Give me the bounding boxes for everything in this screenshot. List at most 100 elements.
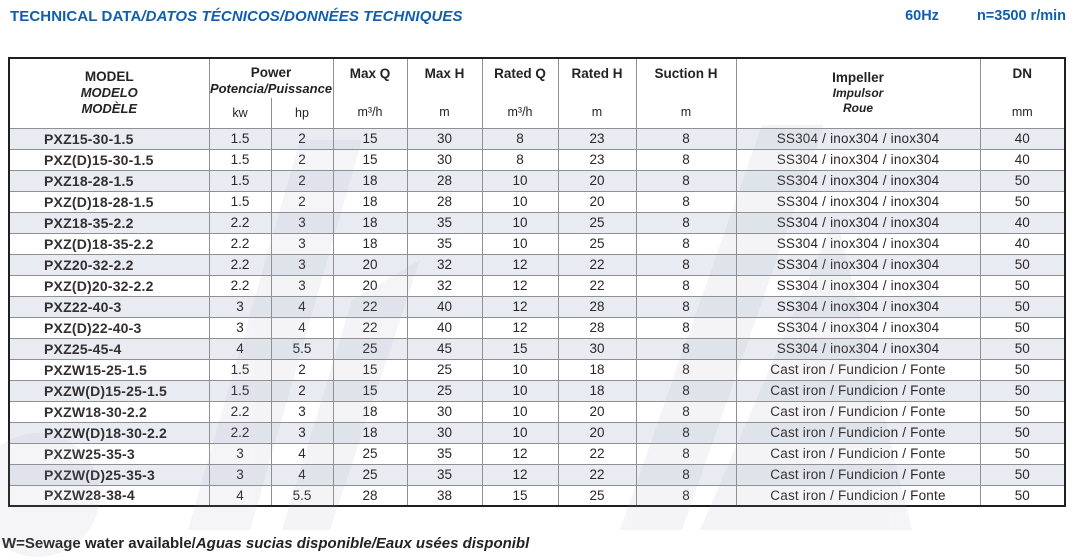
cell-max-q: 15 [332, 379, 408, 402]
cell-model: PXZ20-32-2.2 [8, 253, 210, 276]
cell-dn: 50 [979, 358, 1066, 381]
cell-model: PXZW(D)15-25-1.5 [8, 379, 210, 402]
cell-rated-q: 12 [481, 316, 559, 339]
cell-suction-h: 8 [635, 379, 737, 402]
cell-max-h: 32 [406, 253, 483, 276]
cell-kw: 1.5 [208, 169, 272, 192]
technical-data-table: MODEL MODELO MODÈLE Power Potencia/Puiss… [8, 57, 1066, 507]
cell-max-h: 38 [406, 484, 483, 507]
col-header-max-q: Max Q m³/h [332, 57, 408, 129]
spec-labels: 60Hz n=3500 r/min [905, 8, 1068, 24]
cell-suction-h: 8 [635, 274, 737, 297]
cell-impeller: SS304 / inox304 / inox304 [735, 253, 981, 276]
table-row: PXZ25-45-4 4 5.5 25 45 15 30 8 SS304 / inox304 /… [8, 337, 1066, 360]
impeller-header-es: Impulsor [832, 86, 884, 101]
cell-rated-q: 12 [481, 463, 559, 486]
cell-dn: 50 [979, 295, 1066, 318]
table-row: PXZ20-32-2.2 2.2 3 20 32 12 22 8 SS304 / inox304… [8, 253, 1066, 276]
cell-dn: 50 [979, 337, 1066, 360]
cell-rated-q: 15 [481, 484, 559, 507]
cell-rated-h: 28 [557, 316, 637, 339]
cell-max-h: 35 [406, 442, 483, 465]
cell-suction-h: 8 [635, 253, 737, 276]
cell-dn: 50 [979, 379, 1066, 402]
cell-dn: 50 [979, 400, 1066, 423]
cell-model: PXZW(D)25-35-3 [8, 463, 210, 486]
model-header-es: MODELO [80, 85, 138, 101]
footnote-main: W=Sewage water available/ [2, 535, 196, 552]
cell-model: PXZW18-30-2.2 [8, 400, 210, 423]
technical-data-table-wrap: MODEL MODELO MODÈLE Power Potencia/Puiss… [8, 57, 1066, 507]
cell-hp: 3 [270, 253, 334, 276]
cell-rated-q: 10 [481, 169, 559, 192]
cell-kw: 2.2 [208, 211, 272, 234]
cell-suction-h: 8 [635, 463, 737, 486]
cell-model: PXZ(D)20-32-2.2 [8, 274, 210, 297]
cell-kw: 2.2 [208, 253, 272, 276]
table-row: PXZ(D)22-40-3 3 4 22 40 12 28 8 SS304 / inox304 … [8, 316, 1066, 339]
cell-hp: 3 [270, 421, 334, 444]
cell-impeller: SS304 / inox304 / inox304 [735, 295, 981, 318]
cell-hp: 2 [270, 190, 334, 213]
cell-hp: 2 [270, 148, 334, 171]
cell-impeller: SS304 / inox304 / inox304 [735, 169, 981, 192]
cell-kw: 1.5 [208, 190, 272, 213]
top-bar: TECHNICAL DATA/DATOS TÉCNICOS/DONNÉES TE… [10, 8, 1068, 25]
table-row: PXZW25-35-3 3 4 25 35 12 22 8 Cast iron / Fundic… [8, 442, 1066, 465]
cell-impeller: Cast iron / Fundicion / Fonte [735, 484, 981, 507]
footnote-translations: Aguas sucias disponible/Eaux usées dispo… [195, 535, 530, 552]
max-q-unit: m³/h [357, 104, 383, 119]
cell-dn: 50 [979, 253, 1066, 276]
table-row: PXZ(D)20-32-2.2 2.2 3 20 32 12 22 8 SS304 / inox… [8, 274, 1066, 297]
table-row: PXZW(D)25-35-3 3 4 25 35 12 22 8 Cast iron / Fun… [8, 463, 1066, 486]
cell-impeller: SS304 / inox304 / inox304 [735, 316, 981, 339]
col-header-power: Power Potencia/Puissance kw hp [208, 57, 334, 129]
rated-h-unit: m [591, 104, 603, 119]
cell-kw: 4 [208, 337, 272, 360]
cell-rated-h: 23 [557, 148, 637, 171]
cell-max-q: 22 [332, 316, 408, 339]
cell-rated-q: 12 [481, 253, 559, 276]
cell-hp: 2 [270, 379, 334, 402]
cell-impeller: Cast iron / Fundicion / Fonte [735, 379, 981, 402]
table-row: PXZ(D)15-30-1.5 1.5 2 15 30 8 23 8 SS304 / inox3… [8, 148, 1066, 171]
cell-suction-h: 8 [635, 169, 737, 192]
cell-max-h: 35 [406, 232, 483, 255]
cell-max-h: 28 [406, 169, 483, 192]
cell-impeller: SS304 / inox304 / inox304 [735, 232, 981, 255]
cell-dn: 50 [979, 316, 1066, 339]
cell-hp: 5.5 [270, 337, 334, 360]
cell-max-q: 15 [332, 358, 408, 381]
cell-max-h: 30 [406, 400, 483, 423]
cell-impeller: Cast iron / Fundicion / Fonte [735, 421, 981, 444]
col-header-rated-q: Rated Q m³/h [481, 57, 559, 129]
cell-suction-h: 8 [635, 337, 737, 360]
footnote: W=Sewage water available/Aguas sucias di… [2, 535, 529, 552]
cell-rated-q: 15 [481, 337, 559, 360]
impeller-header-fr: Roue [843, 101, 873, 116]
cell-model: PXZ18-35-2.2 [8, 211, 210, 234]
cell-rated-q: 10 [481, 400, 559, 423]
cell-hp: 4 [270, 463, 334, 486]
table-row: PXZW18-30-2.2 2.2 3 18 30 10 20 8 Cast iron / Fu… [8, 400, 1066, 423]
cell-max-q: 18 [332, 169, 408, 192]
cell-rated-h: 23 [557, 127, 637, 150]
cell-hp: 5.5 [270, 484, 334, 507]
model-header-en: MODEL [84, 68, 134, 84]
cell-hp: 4 [270, 316, 334, 339]
cell-max-h: 35 [406, 211, 483, 234]
cell-kw: 3 [208, 442, 272, 465]
cell-rated-q: 10 [481, 211, 559, 234]
cell-hp: 4 [270, 295, 334, 318]
cell-max-q: 15 [332, 127, 408, 150]
cell-impeller: Cast iron / Fundicion / Fonte [735, 463, 981, 486]
cell-rated-h: 25 [557, 484, 637, 507]
cell-model: PXZW(D)18-30-2.2 [8, 421, 210, 444]
cell-rated-q: 10 [481, 379, 559, 402]
cell-max-q: 18 [332, 190, 408, 213]
cell-hp: 4 [270, 442, 334, 465]
table-row: PXZ18-28-1.5 1.5 2 18 28 10 20 8 SS304 / inox304… [8, 169, 1066, 192]
cell-kw: 2.2 [208, 421, 272, 444]
cell-kw: 3 [208, 316, 272, 339]
cell-rated-h: 25 [557, 232, 637, 255]
